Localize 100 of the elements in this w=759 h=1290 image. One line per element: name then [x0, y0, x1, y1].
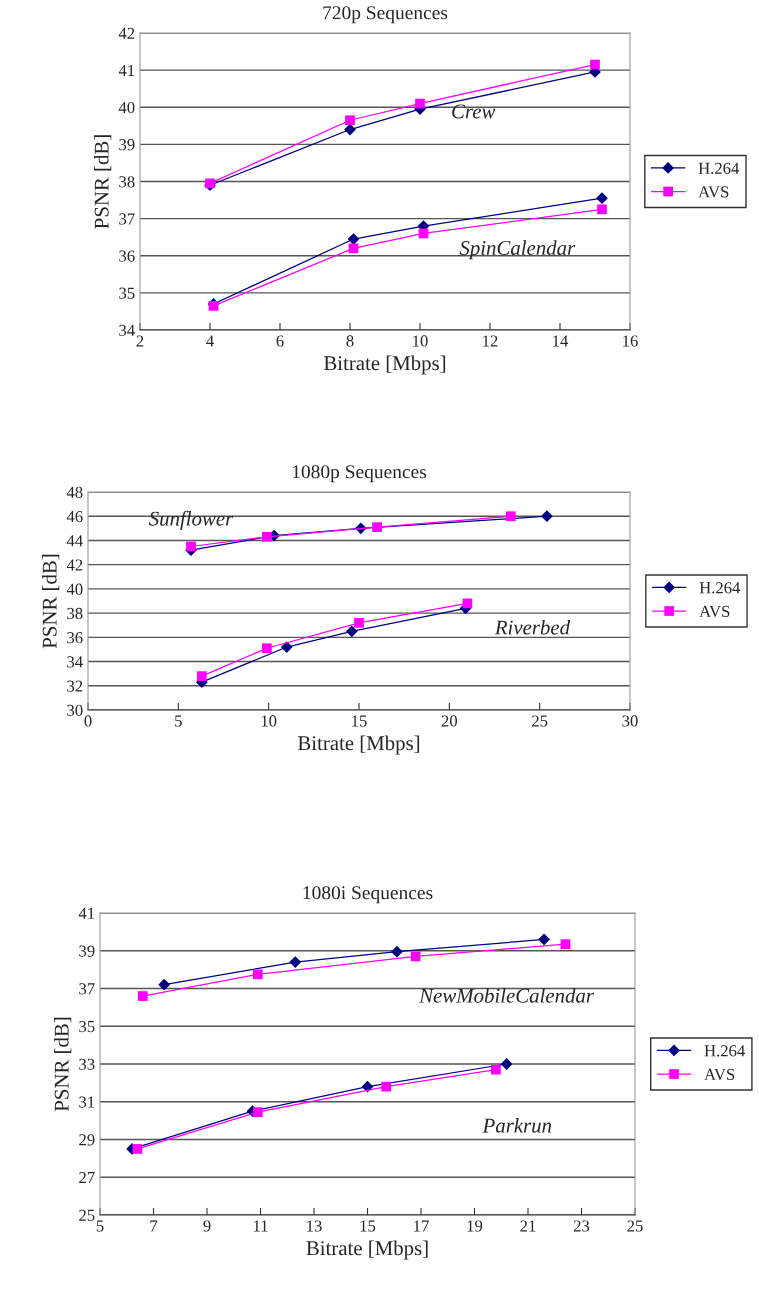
point [289, 956, 302, 968]
point [252, 1107, 263, 1117]
x-tick-label: 10 [261, 715, 277, 727]
y-tick-label: 35 [119, 287, 135, 299]
x-tick-label: 25 [627, 1220, 643, 1232]
point [596, 192, 608, 205]
point [196, 671, 207, 681]
y-axis-title: PSNR [dB] [42, 554, 60, 649]
point [538, 933, 550, 946]
annotation: Parkrun [482, 1117, 552, 1133]
x-tick-label: 10 [413, 335, 428, 347]
point [262, 531, 272, 542]
point [410, 951, 421, 962]
x-tick-label: 17 [414, 1220, 429, 1232]
y-tick-label: 37 [119, 213, 135, 225]
legend-label: AVS [698, 186, 729, 198]
point [590, 59, 600, 70]
y-tick-label: 33 [79, 1058, 95, 1070]
y-tick-label: 42 [118, 27, 135, 39]
x-tick-label: 23 [573, 1220, 590, 1232]
x-axis-title: Bitrate [Mbps] [323, 355, 446, 375]
y-tick-label: 46 [66, 510, 83, 523]
y-tick-label: 30 [67, 704, 83, 716]
point [345, 115, 355, 126]
legend-label: H.264 [699, 582, 741, 594]
annotation: Crew [452, 104, 496, 119]
y-tick-label: 29 [79, 1134, 95, 1146]
y-tick-label: 44 [66, 535, 83, 547]
y-tick-label: 25 [79, 1209, 95, 1221]
point [280, 641, 293, 653]
point [415, 98, 425, 109]
point [347, 233, 360, 245]
point [345, 625, 358, 638]
x-tick-label: 5 [96, 1220, 104, 1232]
x-axis-title: Bitrate [Mbps] [297, 735, 420, 755]
x-tick-label: 12 [483, 335, 498, 347]
point [491, 1064, 501, 1075]
legend-label: H.264 [704, 1045, 745, 1057]
y-tick-label: 40 [118, 101, 135, 114]
x-axis-title: Bitrate [Mbps] [306, 1240, 428, 1260]
y-tick-label: 27 [79, 1172, 95, 1184]
x-tick-label: 15 [352, 715, 367, 727]
y-tick-label: 42 [66, 559, 83, 571]
y-tick-label: 40 [66, 583, 83, 595]
x-tick-label: 9 [203, 1220, 211, 1232]
x-tick-label: 4 [206, 335, 214, 347]
y-tick-label: 39 [119, 139, 135, 151]
y-tick-label: 34 [119, 324, 135, 336]
point [505, 511, 516, 522]
y-tick-label: 38 [67, 607, 83, 620]
y-tick-label: 37 [79, 983, 95, 995]
point [560, 939, 571, 950]
annotation: NewMobileCalendar [419, 988, 595, 1003]
point [372, 522, 382, 532]
point [348, 243, 359, 254]
point [132, 1144, 143, 1154]
y-tick-label: 31 [79, 1096, 95, 1108]
y-axis-title: PSNR [dB] [54, 1017, 72, 1112]
point [541, 510, 553, 523]
x-tick-label: 20 [441, 715, 458, 727]
chart-title: 1080i Sequences [303, 886, 433, 904]
point [186, 541, 196, 552]
x-tick-label: 16 [623, 335, 638, 347]
x-tick-label: 6 [276, 335, 284, 347]
x-tick-label: 14 [553, 335, 569, 347]
legend-label: AVS [699, 605, 730, 618]
y-tick-label: 32 [67, 680, 83, 692]
legend-label: AVS [704, 1068, 735, 1081]
y-tick-label: 36 [67, 632, 83, 644]
x-tick-label: 8 [346, 335, 354, 347]
point [137, 991, 148, 1001]
y-tick-label: 41 [78, 907, 95, 919]
annotation: SpinCalendar [459, 240, 576, 260]
y-tick-label: 41 [118, 64, 135, 76]
x-tick-label: 21 [520, 1220, 536, 1232]
legend-label: H.264 [698, 162, 740, 175]
x-tick-label: 2 [136, 335, 144, 347]
x-tick-label: 15 [360, 1220, 376, 1232]
y-tick-label: 38 [119, 176, 135, 188]
x-tick-label: 25 [532, 715, 548, 727]
point [262, 643, 272, 654]
point [500, 1058, 513, 1070]
chart-title: 1080p Sequences [292, 465, 427, 483]
y-tick-label: 34 [67, 656, 83, 668]
chart-title: 720p Sequences [323, 6, 448, 24]
point [354, 617, 364, 628]
point [158, 978, 171, 991]
x-tick-label: 0 [84, 715, 92, 727]
x-tick-label: 30 [622, 715, 638, 727]
y-axis-title: PSNR [dB] [94, 135, 112, 229]
x-tick-label: 11 [253, 1220, 268, 1232]
x-tick-label: 7 [150, 1220, 158, 1232]
y-tick-label: 48 [66, 486, 83, 498]
point [597, 204, 607, 215]
y-tick-label: 36 [119, 250, 135, 262]
x-tick-label: 5 [175, 715, 182, 727]
x-tick-label: 19 [467, 1220, 483, 1232]
y-tick-label: 35 [79, 1021, 95, 1033]
point [391, 945, 403, 958]
x-tick-label: 13 [307, 1220, 322, 1232]
